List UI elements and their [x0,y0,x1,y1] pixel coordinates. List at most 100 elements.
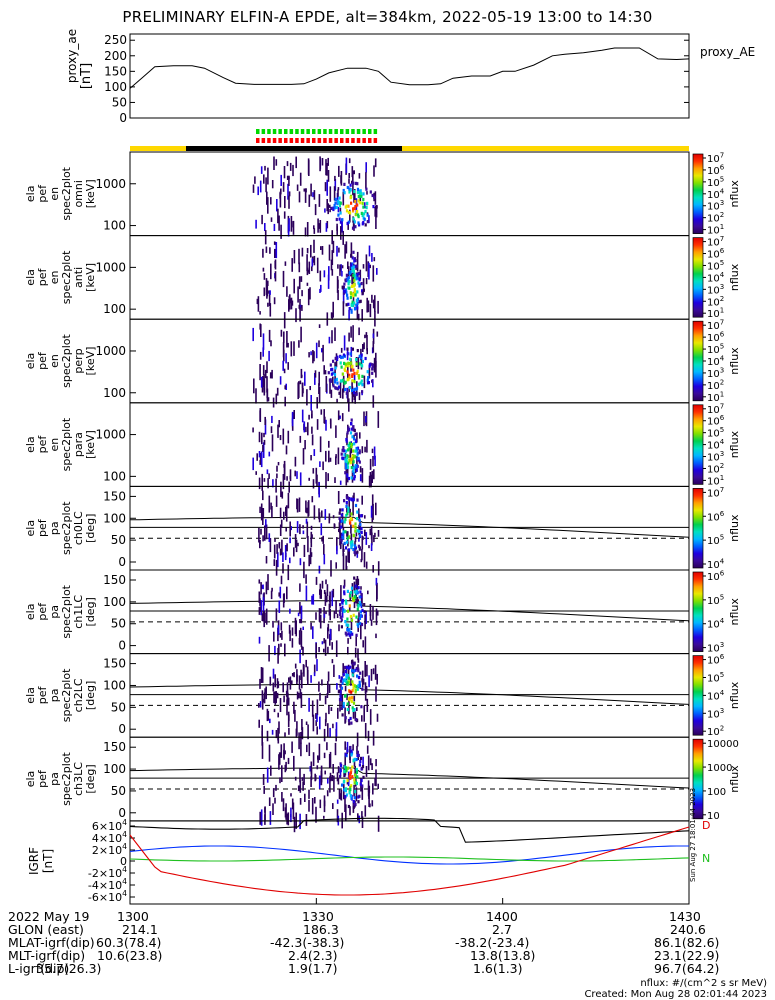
panel-spectrogram-para-colorbar-tick-label: 107 [707,402,724,416]
panel-spectrogram-para-pixel [346,448,350,452]
panel-spectrogram-anti-pixel [336,276,339,293]
panel-spectrogram-para-pixel [319,461,321,467]
panel-pitch-ch1LC-pixel [347,628,350,632]
ephemeris-time-1330: 1330 [302,909,334,924]
panel-pitch-ch0LC-ytick-label-150: 150 [103,489,126,503]
panel-pitch-ch0LC-pixel [299,558,302,566]
panel-pitch-ch0LC-pixel [296,498,298,510]
panel-spectrogram-anti-pixel [371,294,373,303]
igrf-ylabel-unit: [nT] [41,849,55,873]
panel-pitch-ch1LC-pixel [350,586,354,590]
panel-spectrogram-para-pixel [348,458,351,463]
panel-spectrogram-anti-pixel [357,281,360,285]
panel-pitch-ch3LC-pixel [369,758,372,766]
panel-pitch-ch1LC-pixel [375,577,378,586]
panel-spectrogram-para-pixel [354,467,357,474]
panel-spectrogram-para-pixel [350,466,353,470]
panel-pitch-ch1LC-pixel [343,579,346,587]
panel-spectrogram-anti-pixel [311,258,314,267]
panel-pitch-ch0LC-pixel [277,552,279,568]
panel-spectrogram-para-pixel [286,476,288,481]
panel-pitch-ch2LC-pixel [300,669,302,680]
panel-pitch-ch3LC-colorbar-tick-label: 1000 [707,763,732,774]
panel-pitch-ch3LC-pixel [357,753,360,757]
panel-spectrogram-perp-pixel [351,347,354,351]
panel-spectrogram-anti-pixel [320,246,322,250]
panel-pitch-ch2LC-pixel [360,705,363,709]
panel-spectrogram-omni-pixel [345,204,348,208]
panel-spectrogram-para-pixel [347,428,350,432]
proxy-ae-legend: proxy_AE [700,45,755,59]
panel-pitch-ch0LC-pixel [347,542,349,547]
panel-spectrogram-omni-pixel [356,182,359,186]
panel-pitch-ch0LC-pixel [328,517,331,524]
panel-pitch-ch0LC-ylabel-pa: pa [48,521,61,535]
panel-spectrogram-perp-pixel [372,333,375,339]
panel-pitch-ch2LC-pixel [328,705,330,715]
panel-pitch-ch1LC-pixel [274,645,276,656]
panel-spectrogram-perp-pixel [279,376,282,385]
panel-spectrogram-omni-pixel [267,197,269,214]
panel-spectrogram-perp-pixel [337,385,341,389]
panel-pitch-ch0LC-pixel [264,525,266,541]
panel-pitch-ch3LC-pixel [345,769,348,773]
science-zone-marker-green [278,129,282,134]
panel-pitch-ch1LC-pixel [325,579,327,585]
panel-pitch-ch1LC-pixel [280,575,283,585]
panel-spectrogram-para-pixel [358,451,361,455]
panel-spectrogram-omni-pixel [282,182,285,192]
panel-spectrogram-perp-pixel [346,370,349,374]
panel-spectrogram-perp-pixel [253,378,255,394]
panel-spectrogram-anti-pixel [343,290,346,294]
panel-spectrogram-para-pixel [355,447,359,451]
panel-pitch-ch1LC-pixel [320,592,322,599]
panel-spectrogram-perp-pixel [357,374,361,378]
panel-spectrogram-omni-pixel [354,205,357,209]
panel-pitch-ch2LC-pixel [353,695,356,702]
panel-pitch-ch2LC-pixel [355,666,358,671]
panel-pitch-ch2LC-pixel [261,694,264,710]
panel-spectrogram-omni-pixel [359,201,362,205]
panel-pitch-ch0LC-pixel [305,518,308,524]
panel-pitch-ch3LC-pixel [357,813,359,821]
panel-spectrogram-para-pixel [345,439,348,443]
panel-spectrogram-anti-pixel [321,246,324,255]
panel-pitch-ch1LC-pixel [291,638,294,648]
panel-spectrogram-perp-pixel [366,378,369,382]
panel-pitch-ch3LC-pixel [293,816,296,833]
panel-spectrogram-perp-pixel [282,360,284,371]
panel-spectrogram-omni-pixel [283,166,286,179]
panel-pitch-ch0LC-pixel [340,513,343,517]
panel-spectrogram-omni-pixel [353,189,356,194]
panel-pitch-ch2LC-pixel [296,691,299,700]
panel-spectrogram-perp-pixel [361,383,364,387]
panel-spectrogram-perp-pixel [297,382,299,400]
panel-spectrogram-anti-pixel [268,290,270,294]
panel-pitch-ch2LC-pixel [279,698,282,712]
panel-pitch-ch3LC-pixel [361,816,364,828]
panel-spectrogram-omni-pixel [345,209,349,213]
panel-pitch-ch3LC-ytick-label-100: 100 [103,762,126,776]
panel-pitch-ch1LC-pixel [328,595,331,603]
panel-pitch-ch0LC-pixel [374,532,376,537]
panel-spectrogram-perp-pixel [375,352,377,368]
panel-pitch-ch2LC-pixel [330,707,333,711]
panel-spectrogram-perp-pixel [324,370,327,375]
panel-spectrogram-omni-pixel [342,192,345,206]
panel-spectrogram-perp-pixel [371,379,374,383]
panel-spectrogram-anti-pixel [341,271,343,277]
panel-pitch-ch0LC-pixel [375,502,377,516]
panel-pitch-ch2LC-pixel [348,722,351,726]
panel-spectrogram-anti-pixel [330,312,333,318]
panel-spectrogram-para-pixel [261,473,263,491]
panel-pitch-ch0LC-pixel [339,519,342,523]
panel-spectrogram-para-pixel [346,454,349,458]
panel-pitch-ch2LC-pixel [310,675,312,683]
science-zone-marker-green [295,129,299,134]
panel-spectrogram-omni-pixel [348,187,351,191]
panel-spectrogram-perp-ytick-label-100: 100 [103,386,126,400]
panel-spectrogram-omni-pixel [310,183,312,197]
panel-pitch-ch1LC-pixel [353,601,356,609]
panel-pitch-ch3LC-pixel [266,767,269,783]
panel-pitch-ch0LC-pixel [356,550,359,554]
